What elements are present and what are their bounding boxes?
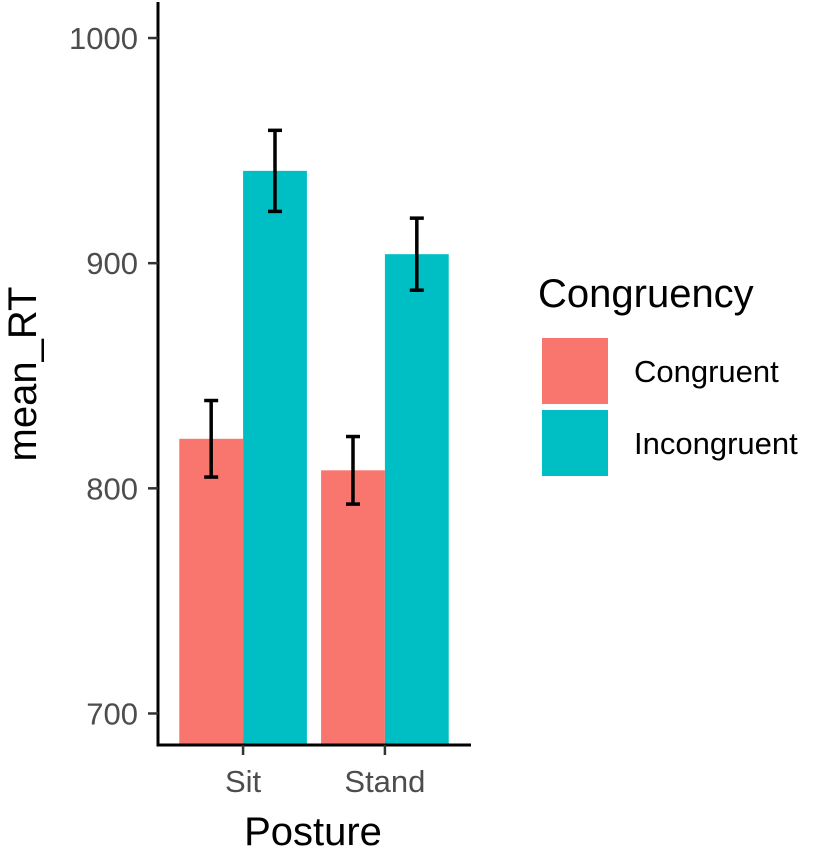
y-tick-label: 1000 [69,21,138,56]
legend-title: Congruency [538,272,754,316]
x-tick-label: Stand [344,764,425,799]
bar-congruent-stand [321,470,385,745]
bar-congruent-sit [179,438,244,745]
legend: Congruency Congruent Incongruent [538,272,798,476]
axes-layer [156,2,471,747]
legend-label-incongruent: Incongruent [634,426,798,461]
x-axis-title: Posture [244,810,382,847]
error-bar-congruent-sit [204,398,219,479]
y-tick-label: 800 [86,471,138,506]
y-axis-title: mean_RT [1,287,45,462]
legend-key-congruent [542,338,608,404]
y-ticks-layer: 700 800 900 1000 [69,21,158,731]
error-bars-layer [204,128,424,506]
error-bar-incongruent-sit [268,128,282,214]
y-tick-label: 700 [86,696,138,731]
x-ticks-layer: Sit Stand [225,745,425,799]
legend-key-incongruent [542,410,608,476]
error-bar-incongruent-stand [409,216,424,292]
legend-label-congruent: Congruent [634,354,779,389]
x-tick-label: Sit [225,764,262,799]
error-bar-congruent-stand [346,434,360,506]
bars-layer [179,170,449,746]
bar-incongruent-sit [243,170,307,745]
y-tick-label: 900 [86,246,138,281]
bar-incongruent-stand [384,254,449,746]
